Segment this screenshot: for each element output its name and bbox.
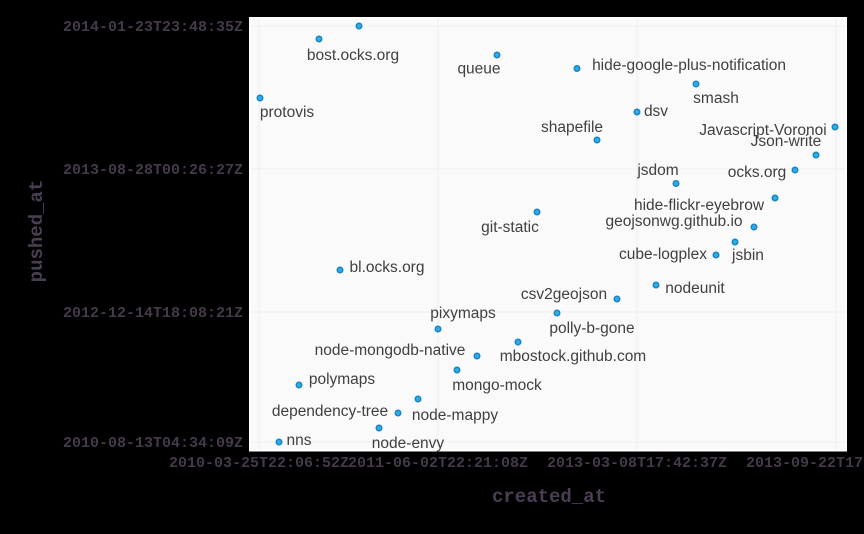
svg-text:polymaps: polymaps bbox=[309, 371, 376, 388]
svg-text:2014-01-23T23:48:35Z: 2014-01-23T23:48:35Z bbox=[63, 19, 243, 36]
svg-text:polly-b-gone: polly-b-gone bbox=[549, 320, 634, 337]
svg-text:ocks.org: ocks.org bbox=[728, 164, 787, 181]
svg-text:node-mappy: node-mappy bbox=[412, 407, 498, 424]
svg-text:2013-09-22T17:42:37Z: 2013-09-22T17:42:37Z bbox=[746, 455, 864, 472]
svg-text:Json-write: Json-write bbox=[751, 133, 822, 150]
svg-text:created_at: created_at bbox=[492, 486, 606, 508]
svg-text:2013-03-08T17:42:37Z: 2013-03-08T17:42:37Z bbox=[547, 455, 727, 472]
svg-text:2011-06-02T22:21:08Z: 2011-06-02T22:21:08Z bbox=[348, 455, 528, 472]
svg-text:jsbin: jsbin bbox=[731, 247, 764, 264]
svg-text:mbostock.github.com: mbostock.github.com bbox=[500, 348, 646, 365]
svg-text:geojsonwg.github.io: geojsonwg.github.io bbox=[605, 213, 742, 230]
svg-text:bl.ocks.org: bl.ocks.org bbox=[350, 259, 425, 276]
svg-text:node-envy: node-envy bbox=[372, 435, 445, 452]
svg-text:pixymaps: pixymaps bbox=[430, 305, 496, 322]
svg-text:hide-flickr-eyebrow: hide-flickr-eyebrow bbox=[634, 197, 765, 214]
svg-text:dependency-tree: dependency-tree bbox=[272, 403, 388, 420]
svg-text:nodeunit: nodeunit bbox=[665, 280, 725, 297]
svg-text:2013-08-28T00:26:27Z: 2013-08-28T00:26:27Z bbox=[63, 162, 243, 179]
svg-text:nns: nns bbox=[287, 432, 312, 449]
svg-text:bost.ocks.org: bost.ocks.org bbox=[307, 47, 399, 64]
svg-text:jsdom: jsdom bbox=[636, 162, 678, 179]
svg-text:queue: queue bbox=[457, 61, 500, 78]
svg-text:smash: smash bbox=[693, 90, 739, 107]
svg-text:shapefile: shapefile bbox=[541, 119, 603, 136]
svg-text:cube-logplex: cube-logplex bbox=[619, 246, 707, 263]
svg-text:pushed_at: pushed_at bbox=[26, 180, 48, 283]
svg-text:hide-google-plus-notification: hide-google-plus-notification bbox=[592, 57, 786, 74]
svg-text:mongo-mock: mongo-mock bbox=[452, 377, 542, 394]
svg-text:2012-12-14T18:08:21Z: 2012-12-14T18:08:21Z bbox=[63, 305, 243, 322]
svg-text:protovis: protovis bbox=[260, 104, 315, 121]
svg-text:git-static: git-static bbox=[481, 219, 539, 236]
svg-text:dsv: dsv bbox=[644, 103, 668, 120]
svg-text:Javascript-Voronoi: Javascript-Voronoi bbox=[699, 122, 827, 139]
svg-text:2010-08-13T04:34:09Z: 2010-08-13T04:34:09Z bbox=[63, 435, 243, 452]
svg-text:2010-03-25T22:06:52Z: 2010-03-25T22:06:52Z bbox=[169, 455, 349, 472]
svg-text:node-mongodb-native: node-mongodb-native bbox=[315, 342, 466, 359]
svg-text:csv2geojson: csv2geojson bbox=[521, 286, 607, 303]
